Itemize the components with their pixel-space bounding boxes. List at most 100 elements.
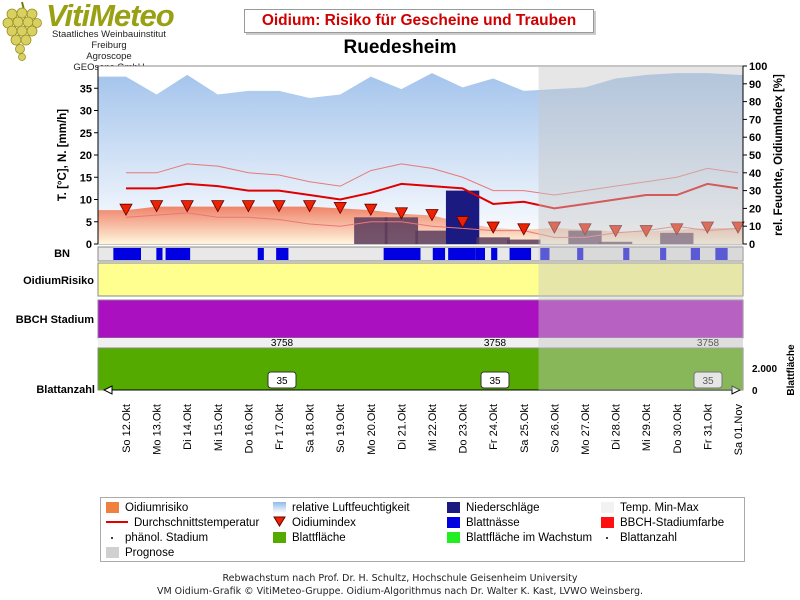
right-tick-label: 60 (749, 132, 761, 144)
leaf-count-value: 35 (489, 376, 501, 387)
right-tick-label: 50 (749, 150, 761, 162)
left-tick-label: 5 (86, 217, 92, 229)
leaf-area-axis-label: Blattfläche (786, 344, 797, 396)
rain-bar (660, 232, 694, 244)
footer-credit-2: VM Oidium-Grafik © VitiMeteo-Gruppe. Oid… (156, 586, 644, 597)
x-tick-label: Mi 22.Okt (427, 404, 439, 451)
risk-row-label: OidiumRisiko (23, 275, 94, 287)
rain-bar (476, 237, 510, 244)
leaf-wetness-segment (540, 248, 550, 260)
oidium-chart: 3758 3758 3758 35 35 35 0 5 10 15 20 25 30 35 0 10 20 30… (16, 61, 797, 455)
legend-label: Niederschläge (466, 502, 540, 514)
x-tick-label: Sa 25.Okt (519, 404, 531, 453)
logo: VitiMeteo Staatliches Weinbauinstitut Fr… (0, 0, 190, 73)
legend-label: Durchschnittstemperatur (134, 517, 260, 529)
legend-item: Blattfläche (273, 531, 346, 545)
legend-label: Blattnässe (466, 517, 520, 529)
left-tick-label: 0 (86, 239, 92, 251)
oidium-index-marker (302, 200, 317, 213)
logo-line-1: Staatliches Weinbauinstitut Freiburg (52, 29, 166, 51)
right-tick-label: 10 (749, 221, 761, 233)
temp-min-line (125, 212, 739, 238)
leaf-wetness-segment (690, 248, 700, 260)
green-square-icon (273, 532, 286, 543)
legend-label: Oidiumrisiko (125, 502, 189, 514)
x-tick-label: So 12.Okt (121, 404, 133, 453)
left-tick-label: 35 (80, 83, 92, 95)
x-tick-label: So 19.Okt (335, 404, 347, 453)
legend-item: Blattanzahl (601, 531, 677, 545)
leaf-wetness-segment (577, 248, 584, 260)
legend-label: BBCH-Stadiumfarbe (620, 517, 725, 529)
oidium-index-marker (180, 200, 194, 213)
x-tick-label: Do 23.Okt (458, 404, 470, 454)
leaf-count-box (693, 371, 723, 389)
x-tick-label: Di 21.Okt (396, 404, 408, 450)
leaf-wetness-segment (276, 248, 289, 260)
x-tick-label: Do 16.Okt (243, 404, 255, 454)
axes: 0 5 10 15 20 25 30 35 0 10 20 30 40 50 60 70 80 90 100 T. [… (57, 61, 797, 397)
legend-item: Temp. Min-Max (601, 501, 699, 515)
logo-line-2: Agroscope (86, 51, 132, 62)
navy-square-icon (447, 502, 460, 513)
leaf-wetness-segment (432, 248, 446, 260)
dot-icon (106, 532, 119, 543)
x-tick-label: Di 14.Okt (182, 404, 194, 450)
leaf-wetness-segment (448, 248, 476, 260)
legend-label: Prognose (125, 547, 175, 559)
leaf-wetness-segment (509, 248, 532, 260)
right-tick-label: 90 (749, 79, 761, 91)
arrow-left-icon (102, 385, 113, 395)
x-tick-label: Fr 24.Okt (488, 404, 500, 450)
leaf-area-strip (98, 338, 743, 348)
oidium-index-marker (241, 200, 256, 213)
leaf-wetness-segment (623, 248, 630, 260)
oidium-index-marker (608, 225, 623, 238)
forecast-overlay (538, 66, 743, 390)
legend-label: Oidiumindex (292, 517, 356, 529)
footer-credit-1: Rebwachstum nach Prof. Dr. H. Schultz, H… (222, 573, 578, 584)
right-tick-label: 30 (749, 186, 761, 198)
grey-square-icon (106, 547, 119, 558)
oidium-index-marker (364, 203, 378, 217)
legend-label: Blattfläche im Wachstum (466, 532, 593, 544)
lower-rows: 3758 3758 3758 35 35 35 (97, 66, 744, 395)
leaf-wetness-segment (113, 248, 141, 260)
oidium-index-marker (670, 223, 684, 236)
x-tick-label: Do 30.Okt (672, 404, 684, 454)
blue-square-icon (447, 517, 460, 528)
arrow-right-icon (731, 385, 742, 395)
lightgreen-square-icon (447, 532, 460, 543)
oidium-index-marker (700, 221, 715, 234)
x-tick-label: Fr 31.Okt (702, 404, 714, 450)
legend-label: relative Luftfeuchtigkeit (292, 502, 410, 514)
chart-title: Oidium: Risiko für Gescheine und Trauben (244, 9, 594, 33)
labels: BN OidiumRisiko BBCH Stadium Blattanzahl So … (16, 248, 745, 455)
oidium-index-marker (272, 200, 286, 213)
left-axis-label: T. [°C], N. [mm/h] (57, 109, 69, 201)
legend-item: BBCH-Stadiumfarbe (601, 516, 724, 530)
x-tick-label: Mo 13.Okt (152, 404, 164, 455)
temp-max-line (126, 163, 739, 196)
x-tick-label: Mo 20.Okt (366, 404, 378, 455)
humidity-area (98, 73, 743, 245)
leaf-wetness-segment (257, 248, 264, 260)
left-tick-label: 15 (80, 172, 92, 184)
x-tick-label: Sa 01.Nov (733, 404, 745, 456)
legend-label: Temp. Min-Max (620, 502, 699, 514)
left-tick-label: 30 (80, 106, 92, 118)
x-tick-label: Mi 15.Okt (213, 404, 225, 451)
right-tick-label: 20 (749, 203, 761, 215)
bbch-row-label: BBCH Stadium (16, 314, 94, 326)
legend-item: Prognose (106, 546, 174, 560)
legend-item: Oidiumrisiko (106, 501, 188, 515)
red-line-icon (106, 521, 128, 523)
rain-bar (507, 239, 541, 244)
leaf-count-box (267, 371, 297, 389)
right-tick-label: 0 (749, 239, 755, 251)
leaf-wetness-segment (660, 248, 667, 260)
rain-bar (598, 241, 633, 244)
left-tick-label: 10 (80, 195, 92, 207)
right-tick-label: 100 (749, 61, 767, 73)
leaf-area-row (97, 347, 744, 391)
